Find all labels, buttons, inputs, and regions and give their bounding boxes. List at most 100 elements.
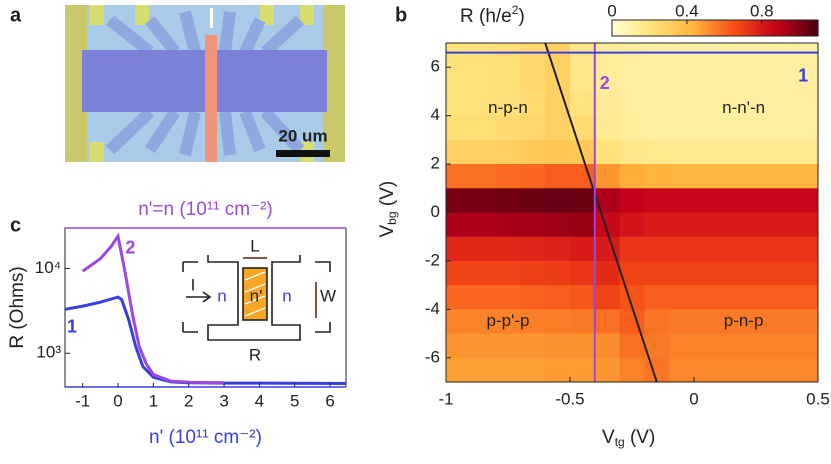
heatmap-cell	[446, 164, 472, 189]
colorbar-label-part: R (h/e	[460, 6, 512, 27]
heatmap-cell	[495, 67, 521, 92]
heatmap-cell	[470, 115, 497, 141]
heatmap-cell	[669, 285, 695, 310]
heatmap-cell	[619, 139, 645, 165]
colorbar-swatch	[766, 20, 771, 36]
heatmap-cell	[570, 139, 596, 165]
heatmap-cell	[619, 309, 645, 335]
heatmap-cell	[570, 91, 596, 117]
heatmap-cell	[570, 260, 596, 286]
heatmap-cell	[694, 357, 720, 383]
x-axis-label-part: V	[602, 427, 615, 448]
heatmap-cell	[718, 139, 745, 165]
scale-label: 20 um	[278, 126, 327, 145]
heatmap-cell	[520, 188, 546, 213]
heatmap-cell	[470, 91, 497, 117]
heatmap-cell	[446, 309, 472, 335]
colorbar-swatch	[763, 20, 768, 36]
colorbar-swatch	[660, 20, 665, 36]
inset-label: L	[250, 236, 259, 255]
heatmap-cell	[644, 188, 670, 213]
heatmap-cell	[768, 164, 794, 189]
heatmap-cell	[768, 285, 794, 310]
colorbar-swatch	[687, 20, 692, 36]
heatmap-cell	[743, 115, 769, 141]
heatmap-cell	[570, 333, 596, 359]
heatmap-cell	[594, 43, 621, 68]
colorbar-swatch	[739, 20, 744, 36]
colorbar-swatch	[708, 20, 713, 36]
heatmap-cell	[570, 67, 596, 92]
heatmap-cell	[669, 309, 695, 335]
inset-schematic	[182, 255, 331, 341]
colorbar-swatch	[615, 20, 620, 36]
colorbar-swatch	[797, 20, 802, 36]
heatmap-cell	[446, 285, 472, 310]
colorbar-swatch	[811, 20, 816, 36]
heatmap-cell	[520, 164, 546, 189]
colorbar-swatch	[742, 20, 747, 36]
heatmap-cell	[743, 260, 769, 286]
heatmap-cell	[793, 260, 819, 286]
heatmap-cell	[793, 285, 819, 310]
heatmap-cell	[446, 357, 472, 383]
colorbar-swatch	[656, 20, 661, 36]
heatmap-cell	[718, 285, 745, 310]
heatmap-cell	[743, 67, 769, 92]
heatmap-cell	[644, 43, 670, 68]
heatmap-cell	[793, 333, 819, 359]
heatmap-cell	[446, 260, 472, 286]
heatmap-cell	[520, 115, 546, 141]
colorbar-swatch	[807, 20, 812, 36]
heatmap-cell	[694, 67, 720, 92]
colorbar-tick-label: 0	[607, 1, 616, 20]
heatmap-cell	[570, 357, 596, 383]
heatmap-cell	[669, 260, 695, 286]
x-tick-label: 3	[219, 391, 228, 410]
x-axis-label: n' (10¹¹ cm⁻²)	[149, 427, 262, 448]
heatmap-cell	[594, 285, 621, 310]
heatmap-cell	[495, 285, 521, 310]
colorbar-swatch	[793, 20, 798, 36]
colorbar-swatch	[649, 20, 654, 36]
heatmap-cell	[470, 333, 497, 359]
x-tick-label: 0	[113, 391, 122, 410]
colorbar-swatch	[697, 20, 702, 36]
heatmap-cell	[570, 309, 596, 335]
heatmap-cell	[793, 357, 819, 383]
y-tick-label: 10³	[36, 343, 61, 362]
x-tick-label: 5	[290, 391, 299, 410]
heatmap-cell	[793, 309, 819, 335]
y-axis-label: R (Ohms)	[7, 266, 28, 348]
heatmap-cell	[520, 285, 546, 310]
heatmap-cell	[743, 43, 769, 68]
heatmap-cell	[694, 236, 720, 262]
colorbar-swatch	[715, 20, 720, 36]
x-tick-label: -0.5	[555, 389, 584, 408]
heatmap-cell	[470, 285, 497, 310]
colorbar-swatch	[701, 20, 706, 36]
heatmap-cell	[743, 91, 769, 117]
heatmap-cell	[644, 309, 670, 335]
panel-label: c	[10, 214, 21, 236]
y-axis-label-part: V	[377, 225, 398, 238]
heatmap-cell	[768, 139, 794, 165]
heatmap-cell	[545, 164, 571, 189]
colorbar-swatch	[670, 20, 675, 36]
heatmap-cell	[520, 67, 546, 92]
colorbar-tick-label: 0.4	[675, 1, 699, 20]
heatmap-cell	[694, 115, 720, 141]
heatmap-cell	[694, 43, 720, 68]
heatmap-cell	[594, 260, 621, 286]
heatmap-cell	[793, 43, 819, 68]
heatmap-cell	[743, 236, 769, 262]
x-tick-label: 0.5	[806, 389, 830, 408]
heatmap-cell	[495, 333, 521, 359]
heatmap-cell	[768, 236, 794, 262]
heatmap-cell	[495, 188, 521, 213]
heatmap-cell	[669, 43, 695, 68]
heatmap-cell	[520, 139, 546, 165]
y-tick-label: 4	[431, 105, 440, 124]
heatmap-cell	[470, 164, 497, 189]
heatmap-cell	[520, 212, 546, 238]
